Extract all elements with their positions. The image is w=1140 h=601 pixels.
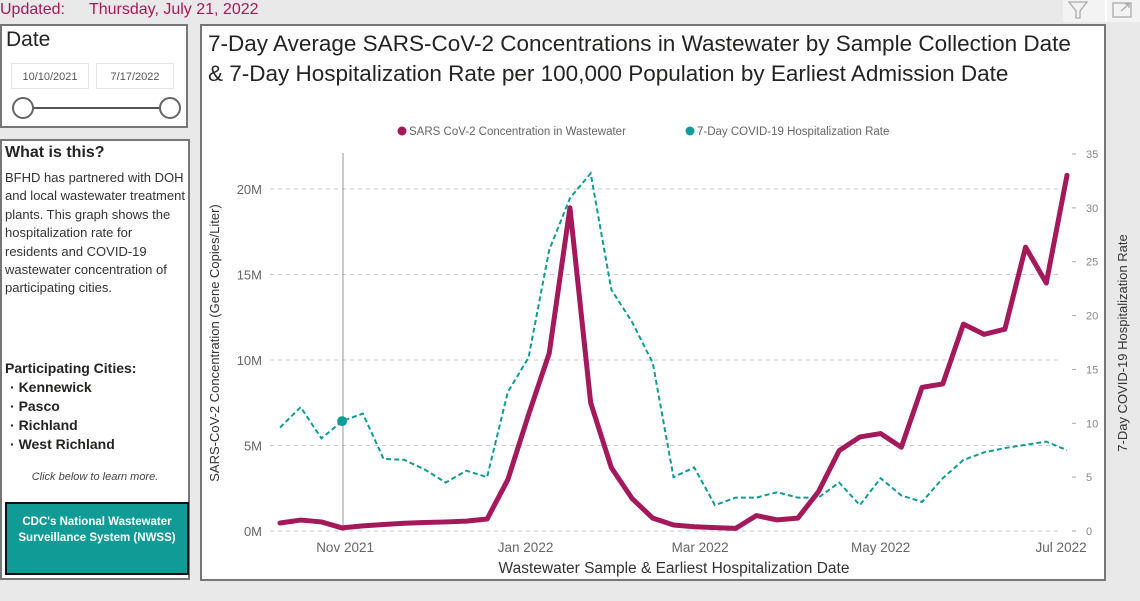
nwss-link-button[interactable]: CDC's National Wastewater Surveillance S… (5, 502, 189, 575)
visual-header-toolbar (1063, 0, 1140, 22)
updated-date: Thursday, July 21, 2022 (88, 1, 259, 18)
y2-axis-title: 7-Day COVID-19 Hospitalization Rate (1115, 234, 1130, 451)
city-name: Richland (18, 417, 78, 433)
learn-more-text: Click below to learn more. (31, 471, 159, 483)
info-title: What is this? (5, 144, 105, 161)
x-tick-label: Mar 2022 (672, 540, 729, 555)
x-tick-label: May 2022 (851, 540, 910, 555)
y-tick-label: 10M (237, 353, 262, 368)
info-panel: What is this? BFHD has partnered with DO… (0, 139, 190, 580)
city-name: Kennewick (18, 379, 92, 395)
expand-icon[interactable] (1112, 2, 1132, 18)
date-slicer: Date 10/10/2021 7/17/2022 (0, 24, 188, 128)
info-description: BFHD has partnered with DOH and local wa… (5, 170, 185, 296)
filter-icon[interactable] (1067, 1, 1089, 19)
city-item: · West Richland (10, 436, 115, 452)
city-name: West Richland (18, 436, 115, 452)
city-name: Pasco (18, 398, 60, 414)
cities-heading: Participating Cities: (5, 360, 137, 376)
x-axis-title: Wastewater Sample & Earliest Hospitaliza… (499, 560, 850, 577)
y-axis-title: SARS-CoV-2 Concentration (Gene Copies/Li… (207, 204, 222, 481)
y-tick-label: 5M (244, 439, 262, 454)
city-item: · Richland (10, 417, 78, 433)
y-tick-label: 20M (237, 182, 262, 197)
y2-tick-label: 5 (1086, 472, 1092, 484)
series-line-hospitalization[interactable] (279, 171, 1068, 507)
y2-tick-label: 30 (1086, 203, 1098, 215)
toolbar-icons (1063, 0, 1140, 22)
x-tick-label: Nov 2021 (316, 540, 374, 555)
y-tick-label: 0M (244, 524, 262, 539)
end-date-input[interactable]: 7/17/2022 (96, 63, 174, 89)
legend-marker-hospitalization (685, 126, 695, 136)
city-item: · Pasco (10, 398, 60, 414)
chart-title: 7-Day Average SARS-CoV-2 Concentrations … (208, 31, 1071, 86)
y-tick-label: 15M (237, 268, 262, 283)
y2-tick-label: 25 (1086, 257, 1098, 269)
legend-label-hospitalization[interactable]: 7-Day COVID-19 Hospitalization Rate (697, 126, 889, 138)
date-slicer-title: Date (6, 28, 51, 51)
y2-tick-label: 35 (1086, 149, 1098, 161)
updated-label: Updated: (0, 1, 65, 18)
y2-tick-label: 20 (1086, 311, 1098, 323)
y2-tick-label: 15 (1086, 364, 1098, 376)
updated-banner: Updated: Thursday, July 21, 2022 (0, 1, 283, 19)
legend-label-wastewater[interactable]: SARS CoV-2 Concentration in Wastewater (409, 126, 626, 138)
start-date-input[interactable]: 10/10/2021 (11, 63, 89, 89)
date-slider-track[interactable] (22, 107, 172, 109)
legend: SARS CoV-2 Concentration in Wastewater 7… (397, 126, 889, 138)
y2-tick-label: 10 (1086, 418, 1098, 430)
slider-end-handle[interactable] (159, 97, 181, 119)
chart-panel: 7-Day Average SARS-CoV-2 Concentrations … (200, 24, 1106, 581)
x-tick-label: Jul 2022 (1036, 540, 1087, 555)
highlighted-data-point[interactable] (337, 416, 348, 427)
x-tick-label: Jan 2022 (498, 540, 554, 555)
legend-marker-wastewater (397, 126, 407, 136)
city-item: · Kennewick (10, 379, 92, 395)
y2-tick-label: 0 (1086, 526, 1092, 538)
slider-start-handle[interactable] (12, 97, 34, 119)
